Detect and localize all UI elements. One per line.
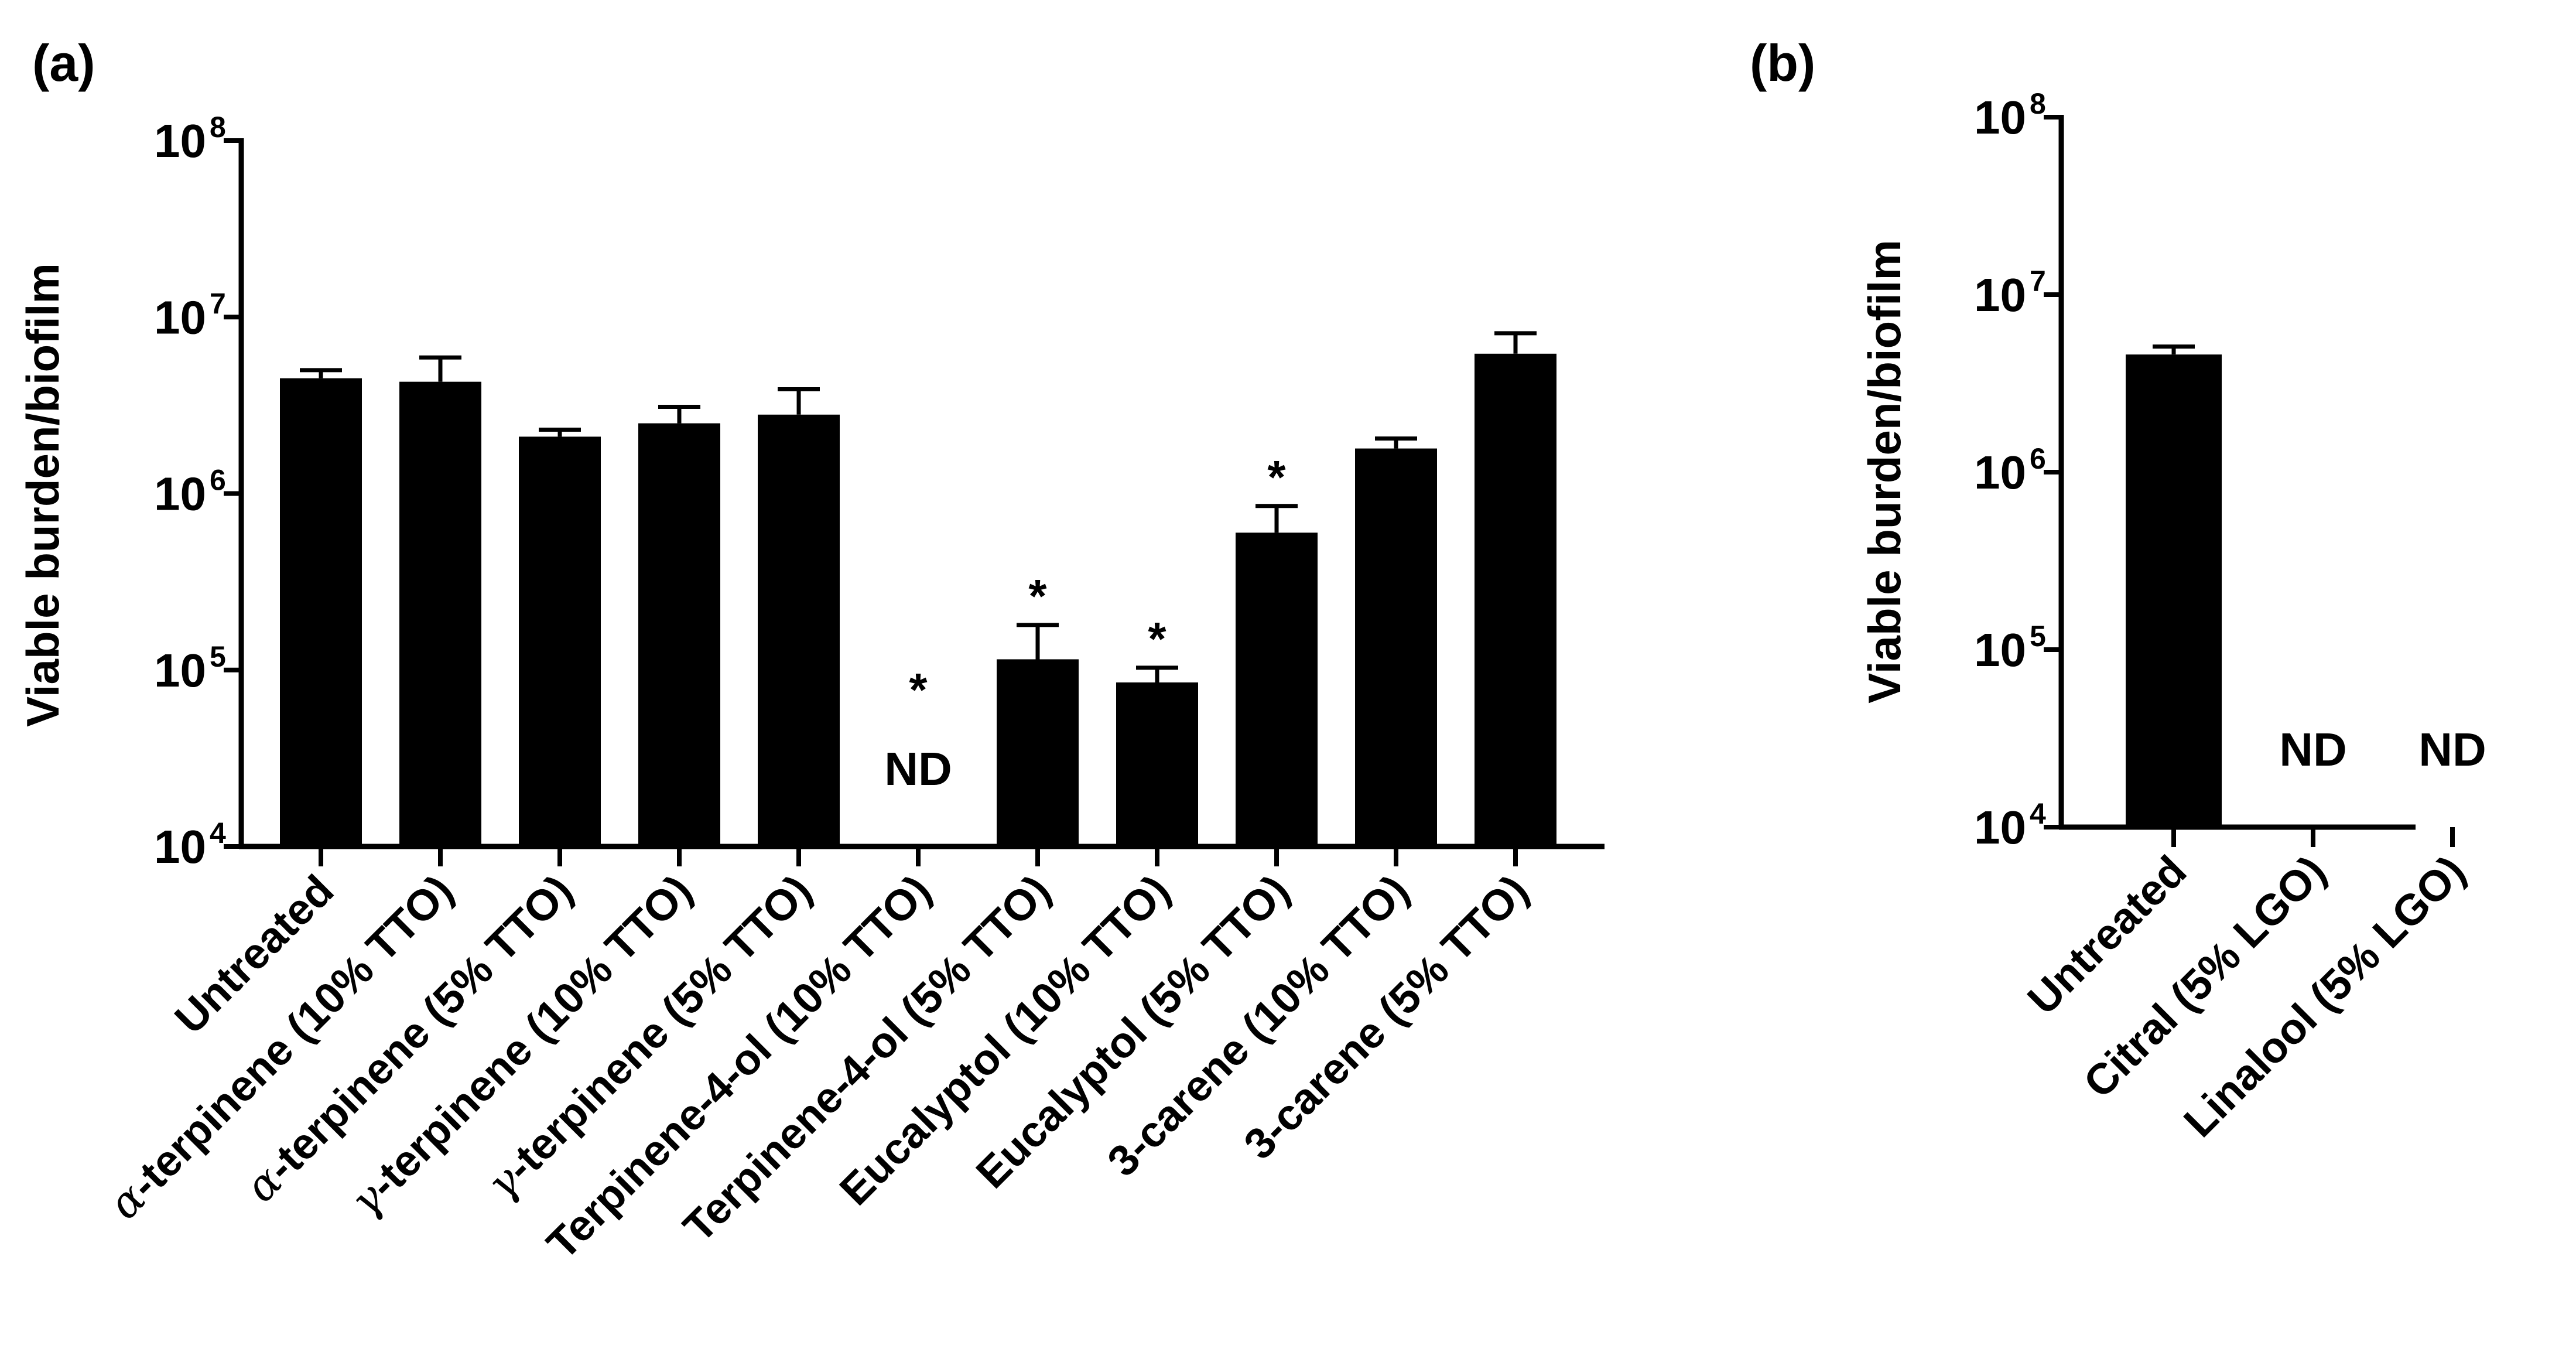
bar xyxy=(1475,353,1556,846)
significance-star: * xyxy=(909,664,928,716)
panel-label: (b) xyxy=(1750,34,1815,92)
y-tick-exponent: 6 xyxy=(2030,442,2046,475)
panel-label: (a) xyxy=(32,34,95,92)
category-text: Citral (5% LGO) xyxy=(2074,846,2335,1107)
bar xyxy=(1355,448,1437,846)
y-tick-label: 10 xyxy=(154,115,206,167)
y-tick-label: 10 xyxy=(154,644,206,697)
y-tick-label: 10 xyxy=(154,468,206,520)
y-axis-title: Viable burden/biofilm xyxy=(17,263,69,727)
y-tick-exponent: 7 xyxy=(2030,265,2046,298)
x-category-label: Citral (5% LGO) xyxy=(2074,846,2335,1107)
bar xyxy=(519,436,601,846)
y-tick-label: 10 xyxy=(1974,91,2026,144)
bar xyxy=(399,381,481,846)
y-tick-exponent: 7 xyxy=(210,287,226,320)
bar xyxy=(1236,532,1318,846)
y-tick-exponent: 6 xyxy=(210,464,226,497)
not-detected-label: ND xyxy=(2279,723,2347,776)
y-tick-exponent: 4 xyxy=(210,817,226,849)
x-category-label: Linalool (5% LGO) xyxy=(2174,846,2474,1146)
bar xyxy=(638,423,720,846)
bar xyxy=(758,414,840,846)
y-tick-label: 10 xyxy=(1974,446,2026,499)
y-tick-exponent: 8 xyxy=(2030,87,2046,120)
bar xyxy=(2126,354,2222,827)
y-tick-exponent: 4 xyxy=(2030,797,2046,830)
not-detected-label: ND xyxy=(2418,723,2486,776)
y-tick-label: 10 xyxy=(154,291,206,343)
bar xyxy=(280,378,362,846)
y-tick-exponent: 5 xyxy=(2030,620,2046,653)
significance-star: * xyxy=(1028,570,1047,622)
y-tick-label: 10 xyxy=(1974,624,2026,676)
y-tick-exponent: 5 xyxy=(210,640,226,673)
bar xyxy=(997,659,1079,846)
y-axis-title: Viable burden/biofilm xyxy=(1859,240,1910,704)
y-tick-exponent: 8 xyxy=(210,111,226,144)
significance-star: * xyxy=(1267,451,1286,503)
category-text: Linalool (5% LGO) xyxy=(2174,846,2474,1146)
y-tick-label: 10 xyxy=(1974,269,2026,321)
not-detected-label: ND xyxy=(884,743,952,795)
bar xyxy=(1116,682,1198,846)
y-tick-label: 10 xyxy=(154,821,206,873)
significance-star: * xyxy=(1148,613,1166,665)
y-tick-label: 10 xyxy=(1974,801,2026,853)
